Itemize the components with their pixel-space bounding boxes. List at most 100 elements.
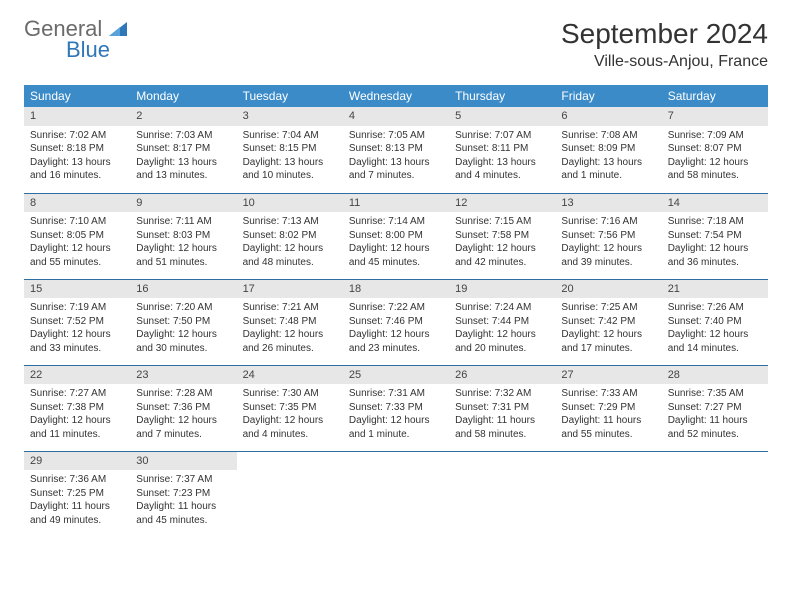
day-cell: 20Sunrise: 7:25 AMSunset: 7:42 PMDayligh… — [555, 279, 661, 365]
empty-cell — [237, 451, 343, 537]
day-cell: 29Sunrise: 7:36 AMSunset: 7:25 PMDayligh… — [24, 451, 130, 537]
sunrise-text: Sunrise: 7:32 AM — [455, 387, 549, 401]
day-body: Sunrise: 7:27 AMSunset: 7:38 PMDaylight:… — [24, 384, 130, 445]
day-cell: 24Sunrise: 7:30 AMSunset: 7:35 PMDayligh… — [237, 365, 343, 451]
daylight-text: Daylight: 12 hours and 4 minutes. — [243, 414, 337, 441]
day-number: 13 — [555, 194, 661, 213]
day-cell: 5Sunrise: 7:07 AMSunset: 8:11 PMDaylight… — [449, 107, 555, 193]
day-cell: 2Sunrise: 7:03 AMSunset: 8:17 PMDaylight… — [130, 107, 236, 193]
day-body: Sunrise: 7:16 AMSunset: 7:56 PMDaylight:… — [555, 212, 661, 273]
day-cell: 12Sunrise: 7:15 AMSunset: 7:58 PMDayligh… — [449, 193, 555, 279]
day-number: 15 — [24, 280, 130, 299]
day-number: 9 — [130, 194, 236, 213]
sunset-text: Sunset: 8:13 PM — [349, 142, 443, 156]
daylight-text: Daylight: 12 hours and 39 minutes. — [561, 242, 655, 269]
day-body: Sunrise: 7:02 AMSunset: 8:18 PMDaylight:… — [24, 126, 130, 187]
daylight-text: Daylight: 12 hours and 7 minutes. — [136, 414, 230, 441]
daylight-text: Daylight: 11 hours and 55 minutes. — [561, 414, 655, 441]
sunrise-text: Sunrise: 7:09 AM — [668, 129, 762, 143]
day-number: 21 — [662, 280, 768, 299]
day-body: Sunrise: 7:28 AMSunset: 7:36 PMDaylight:… — [130, 384, 236, 445]
day-number: 14 — [662, 194, 768, 213]
daylight-text: Daylight: 11 hours and 58 minutes. — [455, 414, 549, 441]
day-cell: 18Sunrise: 7:22 AMSunset: 7:46 PMDayligh… — [343, 279, 449, 365]
day-cell: 22Sunrise: 7:27 AMSunset: 7:38 PMDayligh… — [24, 365, 130, 451]
sunset-text: Sunset: 7:35 PM — [243, 401, 337, 415]
day-number: 18 — [343, 280, 449, 299]
sunrise-text: Sunrise: 7:20 AM — [136, 301, 230, 315]
empty-cell — [449, 451, 555, 537]
day-cell: 15Sunrise: 7:19 AMSunset: 7:52 PMDayligh… — [24, 279, 130, 365]
daylight-text: Daylight: 12 hours and 30 minutes. — [136, 328, 230, 355]
title-block: September 2024 Ville-sous-Anjou, France — [561, 18, 768, 71]
day-number: 4 — [343, 107, 449, 126]
day-body: Sunrise: 7:26 AMSunset: 7:40 PMDaylight:… — [662, 298, 768, 359]
sunrise-text: Sunrise: 7:02 AM — [30, 129, 124, 143]
day-number: 16 — [130, 280, 236, 299]
day-header: Sunday — [24, 85, 130, 107]
day-cell: 7Sunrise: 7:09 AMSunset: 8:07 PMDaylight… — [662, 107, 768, 193]
sunrise-text: Sunrise: 7:03 AM — [136, 129, 230, 143]
day-number: 19 — [449, 280, 555, 299]
day-cell: 14Sunrise: 7:18 AMSunset: 7:54 PMDayligh… — [662, 193, 768, 279]
day-body: Sunrise: 7:07 AMSunset: 8:11 PMDaylight:… — [449, 126, 555, 187]
day-number: 30 — [130, 452, 236, 471]
sunrise-text: Sunrise: 7:37 AM — [136, 473, 230, 487]
day-cell: 8Sunrise: 7:10 AMSunset: 8:05 PMDaylight… — [24, 193, 130, 279]
sunset-text: Sunset: 8:02 PM — [243, 229, 337, 243]
day-cell: 28Sunrise: 7:35 AMSunset: 7:27 PMDayligh… — [662, 365, 768, 451]
sunrise-text: Sunrise: 7:05 AM — [349, 129, 443, 143]
daylight-text: Daylight: 12 hours and 20 minutes. — [455, 328, 549, 355]
daylight-text: Daylight: 12 hours and 14 minutes. — [668, 328, 762, 355]
sunrise-text: Sunrise: 7:21 AM — [243, 301, 337, 315]
logo-triangle-icon — [109, 23, 127, 40]
daylight-text: Daylight: 12 hours and 48 minutes. — [243, 242, 337, 269]
sunrise-text: Sunrise: 7:26 AM — [668, 301, 762, 315]
day-header: Wednesday — [343, 85, 449, 107]
day-body: Sunrise: 7:24 AMSunset: 7:44 PMDaylight:… — [449, 298, 555, 359]
day-number: 3 — [237, 107, 343, 126]
day-body: Sunrise: 7:11 AMSunset: 8:03 PMDaylight:… — [130, 212, 236, 273]
day-header: Thursday — [449, 85, 555, 107]
day-number: 7 — [662, 107, 768, 126]
day-body: Sunrise: 7:15 AMSunset: 7:58 PMDaylight:… — [449, 212, 555, 273]
calendar-row: 15Sunrise: 7:19 AMSunset: 7:52 PMDayligh… — [24, 279, 768, 365]
sunrise-text: Sunrise: 7:22 AM — [349, 301, 443, 315]
sunrise-text: Sunrise: 7:10 AM — [30, 215, 124, 229]
sunset-text: Sunset: 8:07 PM — [668, 142, 762, 156]
sunset-text: Sunset: 7:33 PM — [349, 401, 443, 415]
sunrise-text: Sunrise: 7:25 AM — [561, 301, 655, 315]
sunset-text: Sunset: 7:25 PM — [30, 487, 124, 501]
sunset-text: Sunset: 7:23 PM — [136, 487, 230, 501]
daylight-text: Daylight: 12 hours and 51 minutes. — [136, 242, 230, 269]
sunrise-text: Sunrise: 7:27 AM — [30, 387, 124, 401]
day-header: Friday — [555, 85, 661, 107]
day-cell: 16Sunrise: 7:20 AMSunset: 7:50 PMDayligh… — [130, 279, 236, 365]
day-body: Sunrise: 7:10 AMSunset: 8:05 PMDaylight:… — [24, 212, 130, 273]
daylight-text: Daylight: 12 hours and 23 minutes. — [349, 328, 443, 355]
day-number: 24 — [237, 366, 343, 385]
daylight-text: Daylight: 12 hours and 36 minutes. — [668, 242, 762, 269]
day-body: Sunrise: 7:22 AMSunset: 7:46 PMDaylight:… — [343, 298, 449, 359]
calendar-row: 22Sunrise: 7:27 AMSunset: 7:38 PMDayligh… — [24, 365, 768, 451]
sunrise-text: Sunrise: 7:36 AM — [30, 473, 124, 487]
sunset-text: Sunset: 8:05 PM — [30, 229, 124, 243]
daylight-text: Daylight: 12 hours and 1 minute. — [349, 414, 443, 441]
sunset-text: Sunset: 7:40 PM — [668, 315, 762, 329]
sunset-text: Sunset: 7:31 PM — [455, 401, 549, 415]
day-body: Sunrise: 7:37 AMSunset: 7:23 PMDaylight:… — [130, 470, 236, 531]
calendar-table: SundayMondayTuesdayWednesdayThursdayFrid… — [24, 85, 768, 537]
day-body: Sunrise: 7:21 AMSunset: 7:48 PMDaylight:… — [237, 298, 343, 359]
sunrise-text: Sunrise: 7:18 AM — [668, 215, 762, 229]
day-body: Sunrise: 7:14 AMSunset: 8:00 PMDaylight:… — [343, 212, 449, 273]
day-cell: 3Sunrise: 7:04 AMSunset: 8:15 PMDaylight… — [237, 107, 343, 193]
day-number: 12 — [449, 194, 555, 213]
day-body: Sunrise: 7:09 AMSunset: 8:07 PMDaylight:… — [662, 126, 768, 187]
daylight-text: Daylight: 11 hours and 52 minutes. — [668, 414, 762, 441]
day-number: 25 — [343, 366, 449, 385]
day-cell: 19Sunrise: 7:24 AMSunset: 7:44 PMDayligh… — [449, 279, 555, 365]
day-number: 10 — [237, 194, 343, 213]
day-number: 2 — [130, 107, 236, 126]
day-body: Sunrise: 7:13 AMSunset: 8:02 PMDaylight:… — [237, 212, 343, 273]
day-header: Monday — [130, 85, 236, 107]
